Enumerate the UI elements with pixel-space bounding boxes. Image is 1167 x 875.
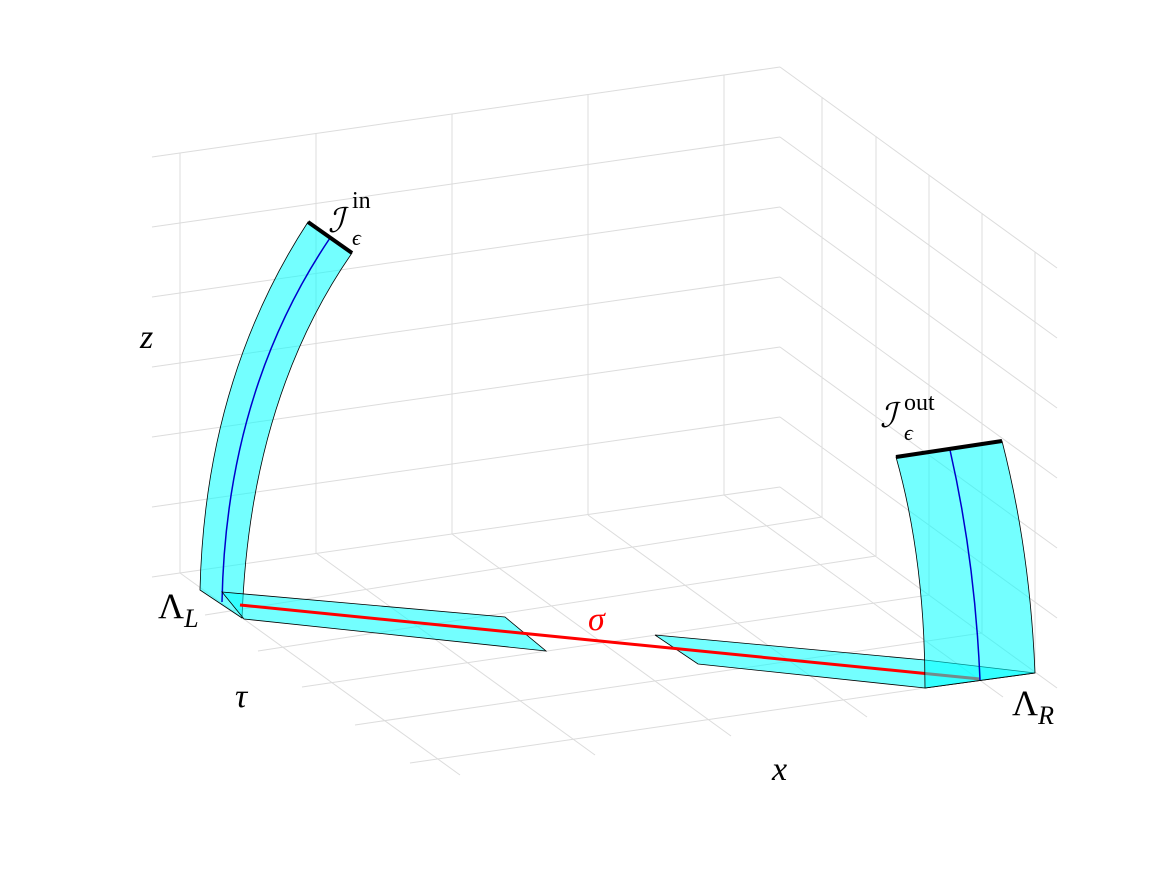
base: ℐ [328, 203, 349, 240]
entry-label: ℐ ϵ in [328, 188, 371, 253]
lambda-left: ΛL [158, 586, 199, 633]
base: Λ [1012, 683, 1038, 723]
sub: ϵ [904, 420, 914, 445]
sigma-label: σ [588, 601, 606, 638]
sub: L [183, 604, 198, 633]
x-axis-label: x [771, 751, 787, 788]
sub: ϵ [352, 225, 362, 250]
sup: out [904, 390, 935, 416]
left-band [199, 220, 354, 619]
base: Λ [158, 586, 184, 626]
sup: in [352, 188, 371, 214]
tau-axis-label: τ [235, 678, 249, 715]
bottom-ribbons [221, 591, 1036, 689]
sub: R [1037, 701, 1054, 730]
z-axis-label: z [139, 319, 153, 356]
base: ℐ [880, 398, 901, 435]
right-band [895, 439, 1036, 689]
exit-label: ℐ ϵ out [880, 390, 935, 448]
lambda-right: ΛR [1012, 683, 1054, 730]
